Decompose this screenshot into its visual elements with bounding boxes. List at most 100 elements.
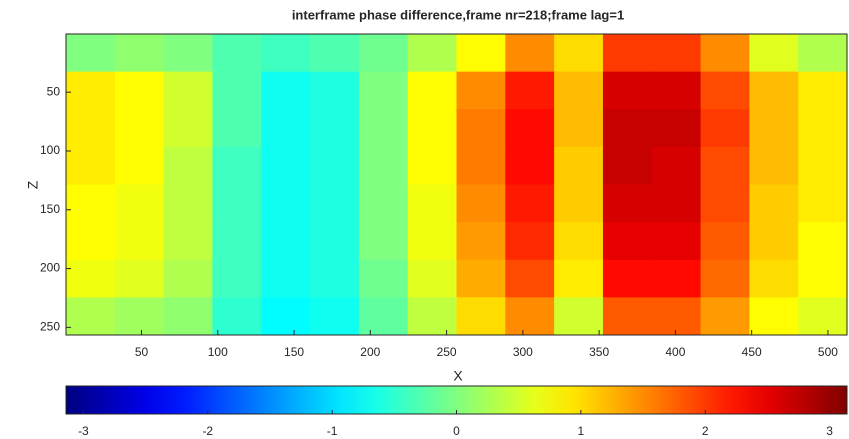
heatmap-cell — [798, 109, 848, 148]
heatmap-cell — [456, 71, 506, 110]
heatmap-cell — [798, 222, 848, 261]
heatmap-cell — [114, 184, 165, 223]
heatmap-cell — [554, 259, 604, 298]
heatmap-cell — [358, 297, 409, 336]
x-tick-label: 350 — [589, 345, 609, 359]
colorbar — [65, 385, 848, 415]
heatmap-cell — [505, 222, 555, 261]
heatmap-cell — [749, 259, 799, 298]
heatmap-cell — [505, 71, 555, 110]
x-tick-label: 450 — [742, 345, 762, 359]
heatmap-cell — [261, 34, 311, 73]
colorbar-tick-label: 0 — [453, 424, 460, 438]
heatmap-cell — [505, 184, 555, 223]
colorbar-tick-label: -3 — [78, 424, 89, 438]
heatmap-cell — [163, 146, 213, 185]
heatmap-cell — [749, 71, 799, 110]
heatmap-cell — [212, 109, 262, 148]
heatmap-cell — [261, 184, 311, 223]
heatmap-cell — [358, 184, 409, 223]
heatmap-cell — [310, 146, 360, 185]
heatmap-cell — [310, 222, 360, 261]
heatmap-cell — [798, 297, 848, 336]
colorbar-tick-label: -1 — [327, 424, 338, 438]
heatmap-cell — [700, 34, 750, 73]
heatmap-cell — [602, 71, 653, 110]
heatmap-cell — [66, 146, 116, 185]
heatmap-cell — [749, 109, 799, 148]
heatmap-cell — [212, 146, 262, 185]
heatmap-cell — [310, 109, 360, 148]
heatmap-cell — [212, 34, 262, 73]
x-tick-label: 300 — [513, 345, 533, 359]
heatmap-cell — [700, 259, 750, 298]
heatmap-cell — [554, 184, 604, 223]
heatmap-cell — [798, 146, 848, 185]
heatmap-cell — [212, 71, 262, 110]
heatmap-cell — [651, 34, 702, 73]
heatmap-cell — [310, 71, 360, 110]
colorbar-tick-label: -2 — [202, 424, 213, 438]
heatmap-cell — [505, 297, 555, 336]
x-tick-label: 150 — [284, 345, 304, 359]
heatmap-cell — [700, 297, 750, 336]
heatmap-cell — [163, 297, 213, 336]
heatmap-cell — [505, 34, 555, 73]
heatmap-cell — [407, 184, 457, 223]
heatmap-cell — [554, 146, 604, 185]
y-tick-label: 200 — [40, 261, 60, 275]
heatmap-cell — [163, 109, 213, 148]
heatmap-cell — [700, 146, 750, 185]
heatmap-cell — [310, 34, 360, 73]
heatmap-cell — [66, 71, 116, 110]
colorbar-tick-label: 2 — [702, 424, 709, 438]
heatmap-cell — [407, 34, 457, 73]
x-tick-label: 500 — [818, 345, 838, 359]
heatmap-cell — [651, 184, 702, 223]
heatmap-cell — [749, 222, 799, 261]
heatmap-cell — [407, 297, 457, 336]
heatmap-cell — [651, 259, 702, 298]
heatmap-cell — [456, 34, 506, 73]
heatmap-cell — [505, 146, 555, 185]
heatmap-cell — [554, 297, 604, 336]
colorbar-tick-label: 1 — [578, 424, 585, 438]
heatmap-cell — [261, 109, 311, 148]
heatmap-cell — [602, 109, 653, 148]
x-tick-label: 200 — [360, 345, 380, 359]
heatmap-cell — [358, 71, 409, 110]
heatmap-cell — [554, 222, 604, 261]
heatmap-cell — [114, 34, 165, 73]
heatmap-cell — [407, 259, 457, 298]
colorbar-tick-label: 3 — [826, 424, 833, 438]
heatmap-cell — [798, 259, 848, 298]
heatmap-cell — [163, 71, 213, 110]
heatmap-cell — [66, 259, 116, 298]
heatmap-cell — [358, 146, 409, 185]
heatmap-cell — [554, 71, 604, 110]
heatmap-cell — [651, 109, 702, 148]
heatmap-cell — [114, 297, 165, 336]
heatmap-cell — [456, 146, 506, 185]
heatmap-cell — [407, 146, 457, 185]
heatmap-cell — [114, 109, 165, 148]
heatmap-cell — [261, 71, 311, 110]
heatmap-cell — [505, 109, 555, 148]
heatmap-cell — [310, 184, 360, 223]
heatmap-cell — [602, 146, 653, 185]
heatmap-cell — [114, 71, 165, 110]
heatmap-cell — [358, 222, 409, 261]
heatmap-cell — [602, 259, 653, 298]
heatmap-cell — [66, 297, 116, 336]
heatmap-cell — [700, 71, 750, 110]
heatmap-cell — [66, 109, 116, 148]
heatmap-cell — [163, 34, 213, 73]
heatmap-cell — [651, 297, 702, 336]
heatmap-cell — [261, 146, 311, 185]
x-tick-label: 400 — [665, 345, 685, 359]
y-tick-label: 100 — [40, 143, 60, 157]
heatmap-cell — [749, 146, 799, 185]
heatmap-cell — [261, 222, 311, 261]
heatmap-cell — [456, 109, 506, 148]
heatmap-cell — [456, 184, 506, 223]
